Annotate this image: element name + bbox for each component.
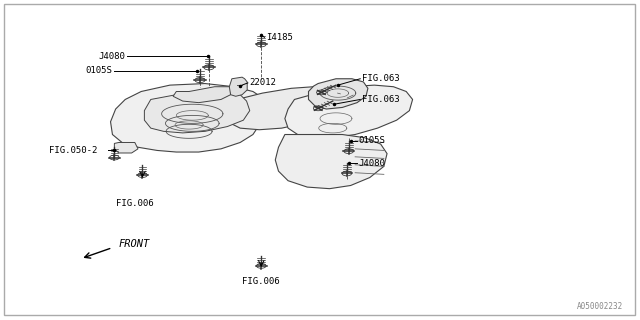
Text: 0105S: 0105S <box>358 136 385 145</box>
Text: FIG.063: FIG.063 <box>362 74 399 83</box>
Polygon shape <box>285 85 413 138</box>
Polygon shape <box>308 79 368 109</box>
Text: 0105S: 0105S <box>86 66 113 75</box>
Text: FIG.006: FIG.006 <box>116 198 154 207</box>
Polygon shape <box>275 134 387 189</box>
Text: J4080: J4080 <box>99 52 125 61</box>
Text: J4080: J4080 <box>358 159 385 168</box>
Polygon shape <box>173 87 230 103</box>
Polygon shape <box>227 87 339 130</box>
Text: I4185: I4185 <box>266 33 292 42</box>
Polygon shape <box>145 92 250 133</box>
Text: A050002232: A050002232 <box>577 302 623 311</box>
Polygon shape <box>115 142 138 153</box>
Polygon shape <box>111 84 262 152</box>
Text: FRONT: FRONT <box>119 239 150 249</box>
Text: FIG.050-2: FIG.050-2 <box>49 146 97 155</box>
Text: FIG.006: FIG.006 <box>243 276 280 285</box>
Polygon shape <box>229 77 247 96</box>
Text: FIG.063: FIG.063 <box>362 95 399 104</box>
Text: 22012: 22012 <box>250 78 276 87</box>
